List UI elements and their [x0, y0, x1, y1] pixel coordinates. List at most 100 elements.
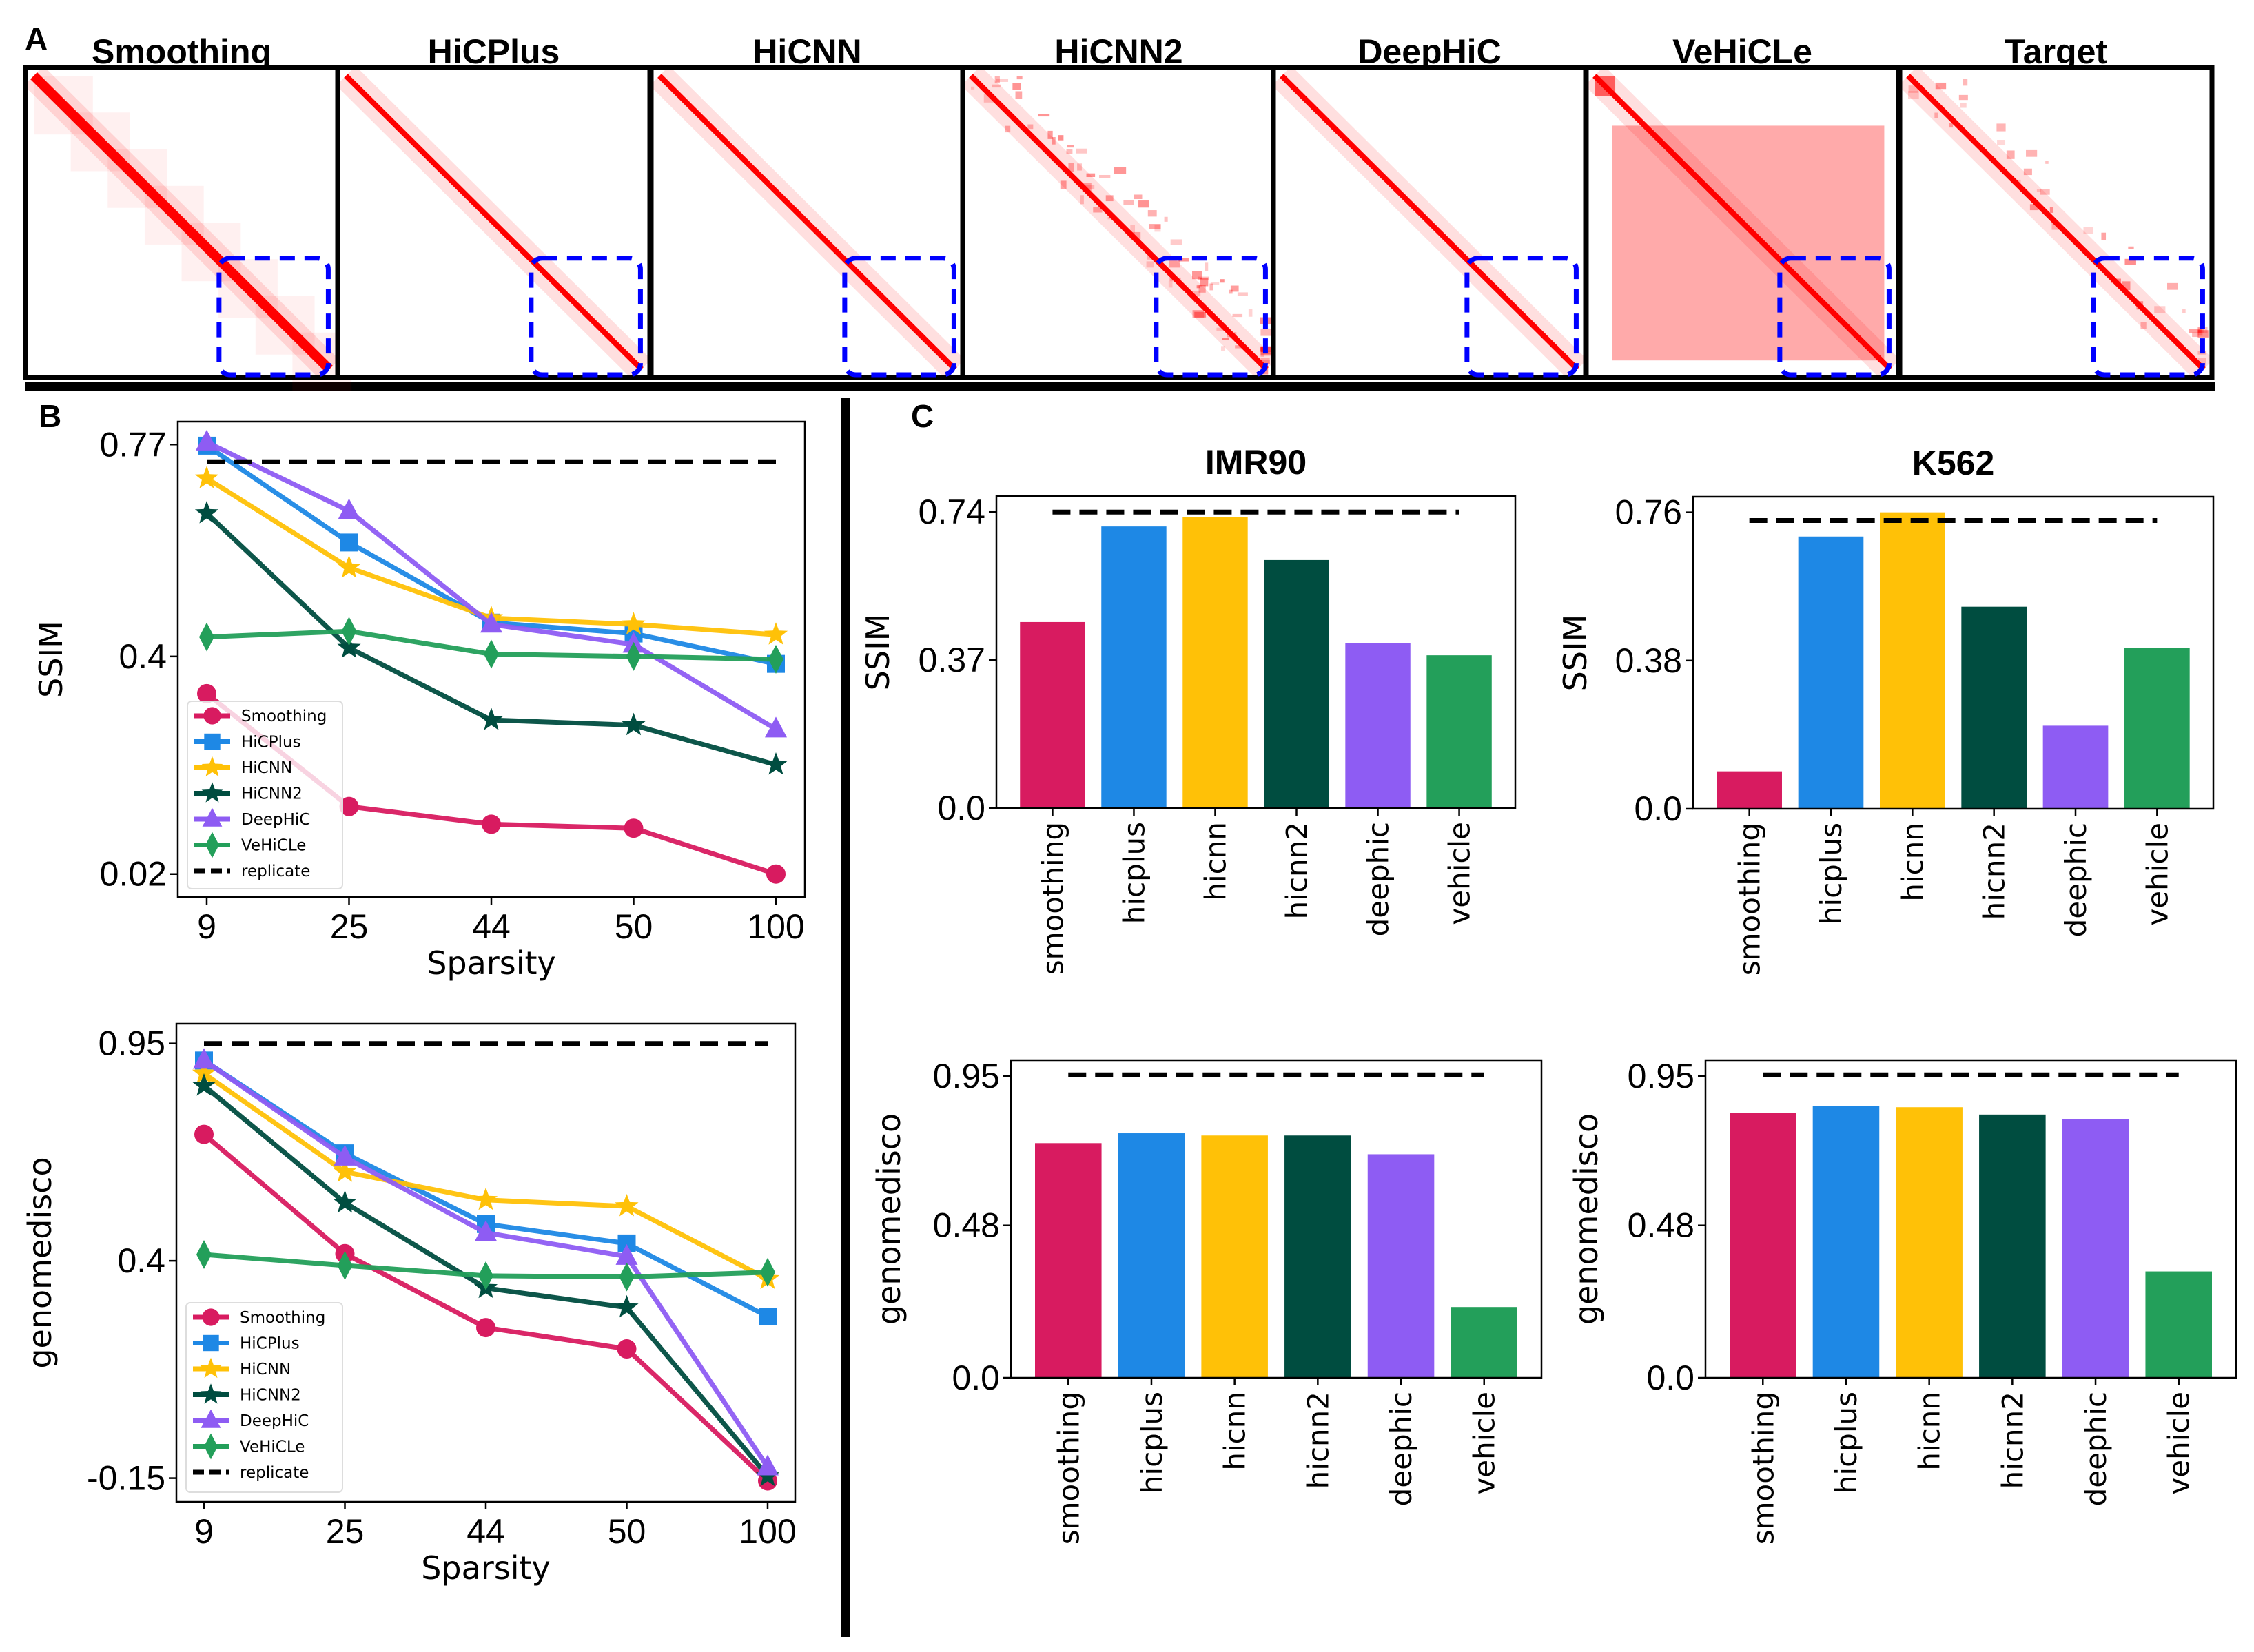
heatmap-speckle: [1134, 194, 1143, 199]
x-category-label: hicnn2: [1996, 1392, 2029, 1489]
panel-label-b: B: [39, 398, 61, 434]
y-tick-label: 0.38: [1615, 641, 1682, 680]
chart-title: IMR90: [1205, 443, 1307, 482]
y-tick-label: 0.37: [919, 641, 985, 679]
x-axis-label: Sparsity: [427, 944, 556, 982]
legend-label: HiCNN2: [241, 785, 303, 803]
heatmap-speckle: [1260, 346, 1265, 353]
marker-star: [764, 752, 788, 775]
heatmap-speckle: [1260, 351, 1273, 356]
heatmap-speckle: [1083, 185, 1095, 189]
legend-item-replicate: replicate: [194, 863, 310, 880]
heatmap-speckle: [1123, 200, 1134, 205]
bar-hicnn: [1201, 1135, 1268, 1378]
heatmap-speckle: [1164, 216, 1168, 222]
heatmap-speckle: [1996, 123, 2006, 132]
y-axis-label: genomedisco: [21, 1157, 59, 1368]
bar-hicplus: [1798, 536, 1864, 809]
heatmap-speckle: [1963, 79, 1968, 86]
heatmap-speckle: [1114, 167, 1127, 174]
legend: Smoothing HiCPlus HiCNN HiCNN2 DeepHiC VeHiCL…: [185, 1302, 343, 1493]
heatmap-speckle: [1068, 163, 1074, 172]
marker-triangle: [615, 1243, 638, 1265]
heatmap-panel-hicnn: HiCNN: [648, 32, 966, 380]
marker-triangle: [201, 1409, 221, 1428]
heatmap-speckle: [2182, 309, 2186, 313]
bar-deephic: [2042, 725, 2109, 809]
legend-item-hicnn: HiCNN: [193, 1357, 291, 1379]
marker-star: [622, 712, 646, 736]
highlight-box: [529, 256, 643, 378]
legend: Smoothing HiCPlus HiCNN HiCNN2 DeepHiC VeHiCL…: [187, 701, 343, 889]
bar-hicplus: [1118, 1133, 1185, 1378]
y-tick-label: 0.95: [933, 1057, 1000, 1095]
heatmap-speckle: [1149, 224, 1161, 229]
heatmap-speckle: [1934, 112, 1938, 118]
marker-diamond: [204, 1433, 218, 1460]
heatmap-panel-hicnn2: HiCNN2: [960, 32, 1278, 380]
marker-square: [340, 533, 358, 552]
marker-square: [203, 1334, 219, 1352]
heatmap-speckle: [1198, 276, 1209, 281]
heatmap-speckle: [2006, 150, 2015, 159]
marker-star: [333, 1190, 357, 1213]
heatmap-speckle: [1178, 258, 1189, 262]
legend-label: VeHiCLe: [241, 837, 306, 855]
axes-frame: [176, 420, 806, 898]
heatmap-diagonal: [344, 74, 644, 371]
series-vehicle: [199, 617, 783, 674]
heatmap-speckle: [1170, 239, 1182, 245]
y-tick-label: 0.02: [100, 855, 167, 894]
heatmap-speckle: [2101, 232, 2107, 240]
heatmap-speckle: [1192, 271, 1202, 280]
heatmap-speckle: [1260, 354, 1264, 357]
heatmap-speckle: [1058, 135, 1064, 141]
heatmap-title: HiCPlus: [428, 32, 560, 71]
marker-diamond: [760, 1257, 775, 1287]
marker-star: [479, 708, 504, 730]
marker-diamond: [337, 1251, 353, 1281]
marker-triangle: [193, 1048, 215, 1069]
legend-label: replicate: [240, 1464, 309, 1482]
x-category-label: hicplus: [1814, 823, 1848, 925]
bar-hicnn: [1879, 512, 1945, 809]
marker-star: [337, 555, 361, 578]
bar-chart-3: 0.0 0.38 0.76 smoothing hicplus hicnn hicnn2 de…: [1557, 444, 2215, 975]
y-tick-label: 0.0: [1646, 1359, 1694, 1397]
heatmap-speckle: [1107, 216, 1111, 220]
chart-title: K562: [1912, 444, 1995, 482]
heatmap-speckle: [992, 84, 1001, 88]
y-tick-label: 0.4: [119, 637, 167, 676]
x-category-label: hicnn2: [1978, 823, 2011, 920]
heatmap-speckle: [2154, 306, 2166, 313]
x-category-label: deephic: [1362, 822, 1395, 936]
heatmap-speckle: [1200, 278, 1209, 287]
marker-star: [192, 1061, 216, 1084]
heatmap-speckle: [1194, 311, 1207, 318]
marker-star: [764, 622, 788, 645]
legend-item-vehicle: VeHiCLe: [194, 832, 306, 858]
x-tick-label: 44: [467, 1512, 505, 1551]
series-vehicle: [196, 1239, 775, 1292]
bar-hicnn2: [1284, 1135, 1351, 1378]
heatmap-speckle: [1220, 279, 1225, 283]
heatmap-speckle: [2040, 189, 2050, 195]
heatmap-diagonal: [30, 72, 333, 373]
heatmap-speckle: [2167, 282, 2178, 290]
marker-circle: [766, 864, 786, 884]
heatmap-speckle: [1168, 281, 1173, 288]
bar-hicplus: [1812, 1106, 1880, 1378]
bar-smoothing: [1717, 771, 1782, 809]
heatmap-frame: [1897, 65, 2215, 380]
marker-star: [473, 1187, 498, 1210]
marker-star: [200, 1383, 222, 1404]
x-category-label: deephic: [1384, 1392, 1418, 1506]
heatmap-speckle: [2036, 189, 2041, 192]
heatmap-diagonal: [1906, 74, 2206, 371]
bar-hicnn2: [1979, 1114, 2046, 1378]
legend-item-vehicle: VeHiCLe: [193, 1433, 305, 1460]
bar-smoothing: [1020, 621, 1085, 808]
heatmap-speckle: [2189, 329, 2202, 333]
bar-chart-5: 0.0 0.48 0.95 smoothing hicplus hicnn hicnn2 de…: [1568, 1057, 2237, 1545]
